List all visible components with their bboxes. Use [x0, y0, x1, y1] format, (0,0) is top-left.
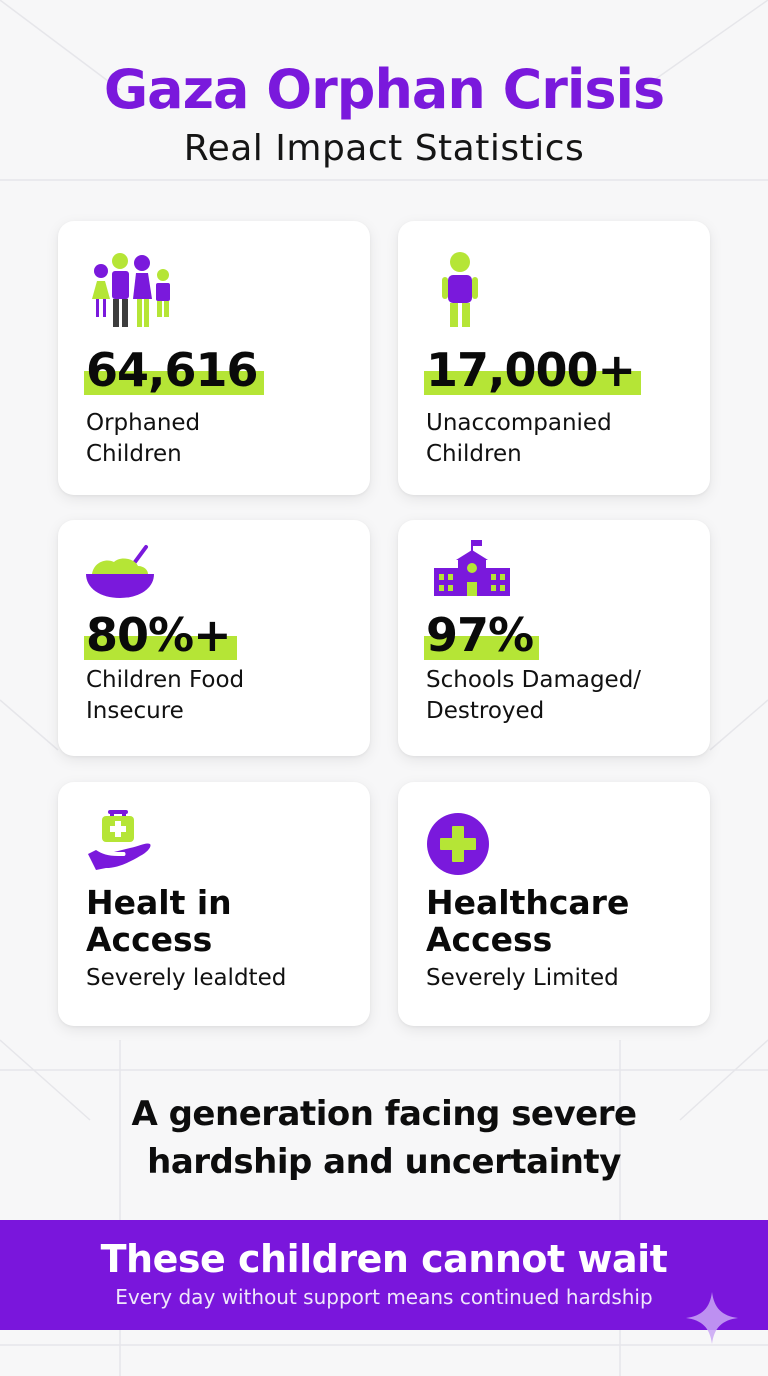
sparkle-icon — [686, 1292, 738, 1344]
stat-card-orphaned: 64,616 Orphaned Children — [58, 221, 370, 495]
medical-cross-icon — [427, 813, 489, 875]
stat-label-line1: Unaccompanied — [426, 410, 612, 436]
stat-title-line2: Access — [426, 920, 553, 959]
tagline: A generation facing severe hardship and … — [0, 1090, 768, 1186]
stat-label: Severely Limited — [426, 965, 619, 991]
tagline-line2: hardship and uncertainty — [147, 1142, 621, 1182]
stat-label-line1: Schools Damaged/ — [426, 667, 642, 693]
page-title: Gaza Orphan Crisis — [103, 58, 665, 121]
school-icon — [434, 540, 510, 596]
tagline-line1: A generation facing severe — [131, 1094, 637, 1134]
stat-label: Severely lealdted — [86, 965, 287, 991]
stat-title-line2: Access — [86, 920, 213, 959]
medical-hand-icon — [88, 810, 151, 870]
stat-label-line2: Children — [86, 441, 182, 467]
stat-card-health-access: Healt in Access Severely lealdted — [58, 782, 370, 1026]
banner-subtitle: Every day without support means continue… — [115, 1285, 653, 1309]
stat-label-line2: Children — [426, 441, 522, 467]
stat-value-orphaned: 64,616 — [84, 343, 264, 397]
stat-card-schools: 97% Schools Damaged/ Destroyed — [398, 520, 710, 756]
stat-title-line1: Healt in — [86, 883, 232, 922]
page-subtitle: Real Impact Statistics — [183, 128, 585, 169]
stat-label-line2: Insecure — [86, 698, 184, 724]
stat-label-line2: Destroyed — [426, 698, 545, 724]
banner-title: These children cannot wait — [100, 1237, 668, 1281]
stat-value-schools: 97% — [424, 608, 540, 662]
call-to-action-banner: These children cannot wait Every day wit… — [0, 1220, 768, 1330]
stat-label-line1: Children Food — [86, 667, 245, 693]
stat-value-unaccompanied: 17,000+ — [424, 343, 642, 397]
stat-card-food-insecure: 80%+ Children Food Insecure — [58, 520, 370, 756]
header: Gaza Orphan Crisis Real Impact Statistic… — [0, 58, 768, 172]
food-bowl-icon — [86, 545, 154, 598]
stat-card-unaccompanied: 17,000+ Unaccompanied Children — [398, 221, 710, 495]
stat-card-healthcare-access: Healthcare Access Severely Limited — [398, 782, 710, 1026]
family-icon — [92, 253, 170, 327]
child-icon — [442, 252, 478, 327]
stat-label-line1: Orphaned — [86, 410, 201, 436]
stat-title-line1: Healthcare — [426, 883, 630, 922]
stat-value-food-insecure: 80%+ — [84, 608, 237, 662]
